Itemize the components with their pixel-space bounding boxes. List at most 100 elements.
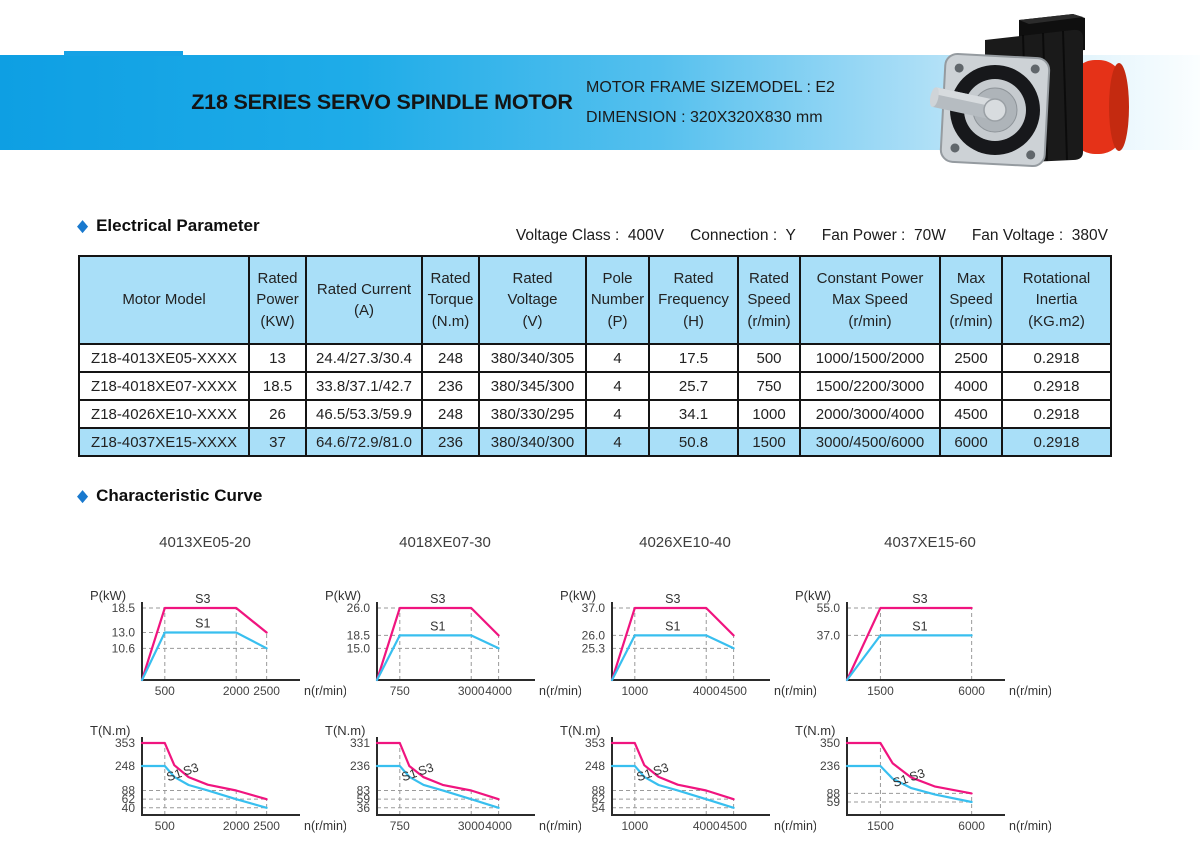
table-cell: 4	[585, 343, 650, 373]
series-s1	[375, 634, 500, 682]
y-tick-label: 88	[592, 784, 606, 798]
y-tick-label: 54	[592, 801, 606, 815]
torque-chart-4026: S3 S1 353 248 88 62 54 1000 4000 4500 T(N.m) n(r/mi…	[548, 719, 817, 841]
header-cell: Rated Current (A)	[305, 255, 423, 345]
x-tick-label: 3000	[458, 684, 485, 698]
y-tick-label: 353	[585, 736, 605, 750]
x-tick-label: 1000	[621, 684, 648, 698]
y-tick-label: 350	[820, 736, 840, 750]
y-tick-label: 55.0	[817, 601, 841, 615]
x-tick-label: 4500	[720, 684, 747, 698]
chart-title-4013: 4013XE05-20	[159, 534, 251, 551]
table-cell: 4	[585, 427, 650, 457]
series-s3	[375, 741, 500, 801]
table-cell: Z18-4037XE15-XXXX	[78, 427, 250, 457]
header-cell: Rated Speed (r/min)	[737, 255, 801, 345]
series-s3	[140, 606, 268, 682]
y-tick-label: 13.0	[112, 625, 136, 639]
x-tick-label: 4000	[693, 684, 720, 698]
table-cell: 1000/1500/2000	[799, 343, 941, 373]
power-curve-svg: S3 S1 37.0 26.025.3 1000 4000 4500 P(kW) n(r/min…	[560, 588, 817, 698]
x-axis-title: n(r/min)	[304, 819, 346, 833]
diamond-bullet-icon: ◆	[76, 486, 89, 505]
chart-axes	[141, 602, 300, 681]
series-s1	[375, 764, 500, 809]
electrical-specs-line: Voltage Class : 400V Connection : Y Fan …	[516, 227, 1108, 245]
table-cell: 26	[248, 399, 307, 429]
chart-axes	[376, 737, 535, 816]
motor-hub	[983, 98, 1007, 122]
x-tick-label: 500	[155, 819, 175, 833]
header-band-notch	[64, 51, 183, 56]
series-label-s3: S3	[181, 760, 200, 778]
y-tick-label: 18.5	[112, 601, 136, 615]
series-s1	[845, 764, 973, 804]
table-cell: 4	[585, 399, 650, 429]
x-tick-label: 3000	[458, 819, 485, 833]
y-tick-label: 331	[350, 736, 370, 750]
x-tick-label: 6000	[958, 819, 985, 833]
table-cell: 1000	[737, 399, 801, 429]
chart-axes	[376, 602, 535, 681]
header-cell: Rated Voltage (V)	[478, 255, 587, 345]
series-label-s1: S1	[430, 619, 445, 633]
x-axis-title: n(r/min)	[1009, 819, 1051, 833]
fan-power-spec: Fan Power : 70W	[821, 227, 946, 244]
table-cell: 17.5	[648, 343, 739, 373]
chart-axes	[611, 737, 770, 816]
x-axis-title: n(r/min)	[539, 819, 581, 833]
chart-title-4026: 4026XE10-40	[639, 534, 731, 551]
table-cell: 34.1	[648, 399, 739, 429]
table-row: Z18-4026XE10-XXXX 26 46.5/53.3/59.9 248 380/…	[78, 399, 1112, 429]
y-axis-title: T(N.m)	[325, 723, 365, 738]
frame-size-label: MOTOR FRAME SIZEMODEL : E2	[586, 79, 835, 96]
power-curve-svg: S3 S1 18.5 13.0 10.6 500 2000 2500 P(kW) n(r/min)	[90, 588, 347, 698]
motor-shaft	[929, 87, 997, 120]
chart-axes	[846, 602, 1005, 681]
y-tick-label: 248	[585, 759, 605, 773]
table-cell: 380/340/305	[478, 343, 587, 373]
y-axis-title: T(N.m)	[795, 723, 835, 738]
series-s3	[610, 741, 735, 801]
y-tick-label: 248	[115, 759, 135, 773]
table-cell: 33.8/37.1/42.7	[305, 371, 423, 401]
table-row: Z18-4018XE07-XXXX 18.5 33.8/37.1/42.7 236 38…	[78, 371, 1112, 401]
y-axis-title: P(kW)	[325, 588, 361, 603]
table-cell: 13	[248, 343, 307, 373]
table-cell: 750	[737, 371, 801, 401]
table-cell: 380/340/300	[478, 427, 587, 457]
x-tick-label: 500	[155, 684, 175, 698]
y-tick-label: 10.6	[112, 641, 136, 655]
y-tick-label: 37.0	[817, 628, 841, 642]
series-label-s3: S3	[908, 766, 927, 784]
table-cell: 50.8	[648, 427, 739, 457]
table-cell: 1500	[737, 427, 801, 457]
header-cell: Rated Power (KW)	[248, 255, 307, 345]
table-cell: 64.6/72.9/81.0	[305, 427, 423, 457]
x-tick-label: 4000	[693, 819, 720, 833]
table-cell: 0.2918	[1001, 427, 1112, 457]
x-tick-label: 4000	[485, 819, 512, 833]
table-cell: 0.2918	[1001, 343, 1112, 373]
x-tick-label: 1000	[621, 819, 648, 833]
y-tick-label: 26.0	[347, 601, 371, 615]
y-tick-label: 62	[592, 792, 606, 806]
header-cell: Max Speed (r/min)	[939, 255, 1003, 345]
x-tick-label: 6000	[958, 684, 985, 698]
header-cell: Pole Number (P)	[585, 255, 650, 345]
y-axis-title: P(kW)	[90, 588, 126, 603]
series-label-s3: S3	[430, 592, 445, 606]
electrical-parameter-table: Motor Model Rated Power (KW) Rated Current (A…	[78, 255, 1112, 457]
power-chart-4037: S3 S1 55.0 37.0 1500 6000 P(kW) n(r/min)	[783, 584, 1052, 706]
table-cell: 0.2918	[1001, 399, 1112, 429]
series-s1	[140, 764, 268, 809]
curve-section-title: Characteristic Curve	[96, 486, 263, 505]
x-axis-title: n(r/min)	[774, 684, 816, 698]
y-tick-label: 62	[122, 792, 136, 806]
chart-axes	[846, 737, 1005, 816]
header-cell: Rated Frequency (H)	[648, 255, 739, 345]
table-row: Z18-4013XE05-XXXX 13 24.4/27.3/30.4 248 380/…	[78, 343, 1112, 373]
x-axis-title: n(r/min)	[774, 819, 816, 833]
